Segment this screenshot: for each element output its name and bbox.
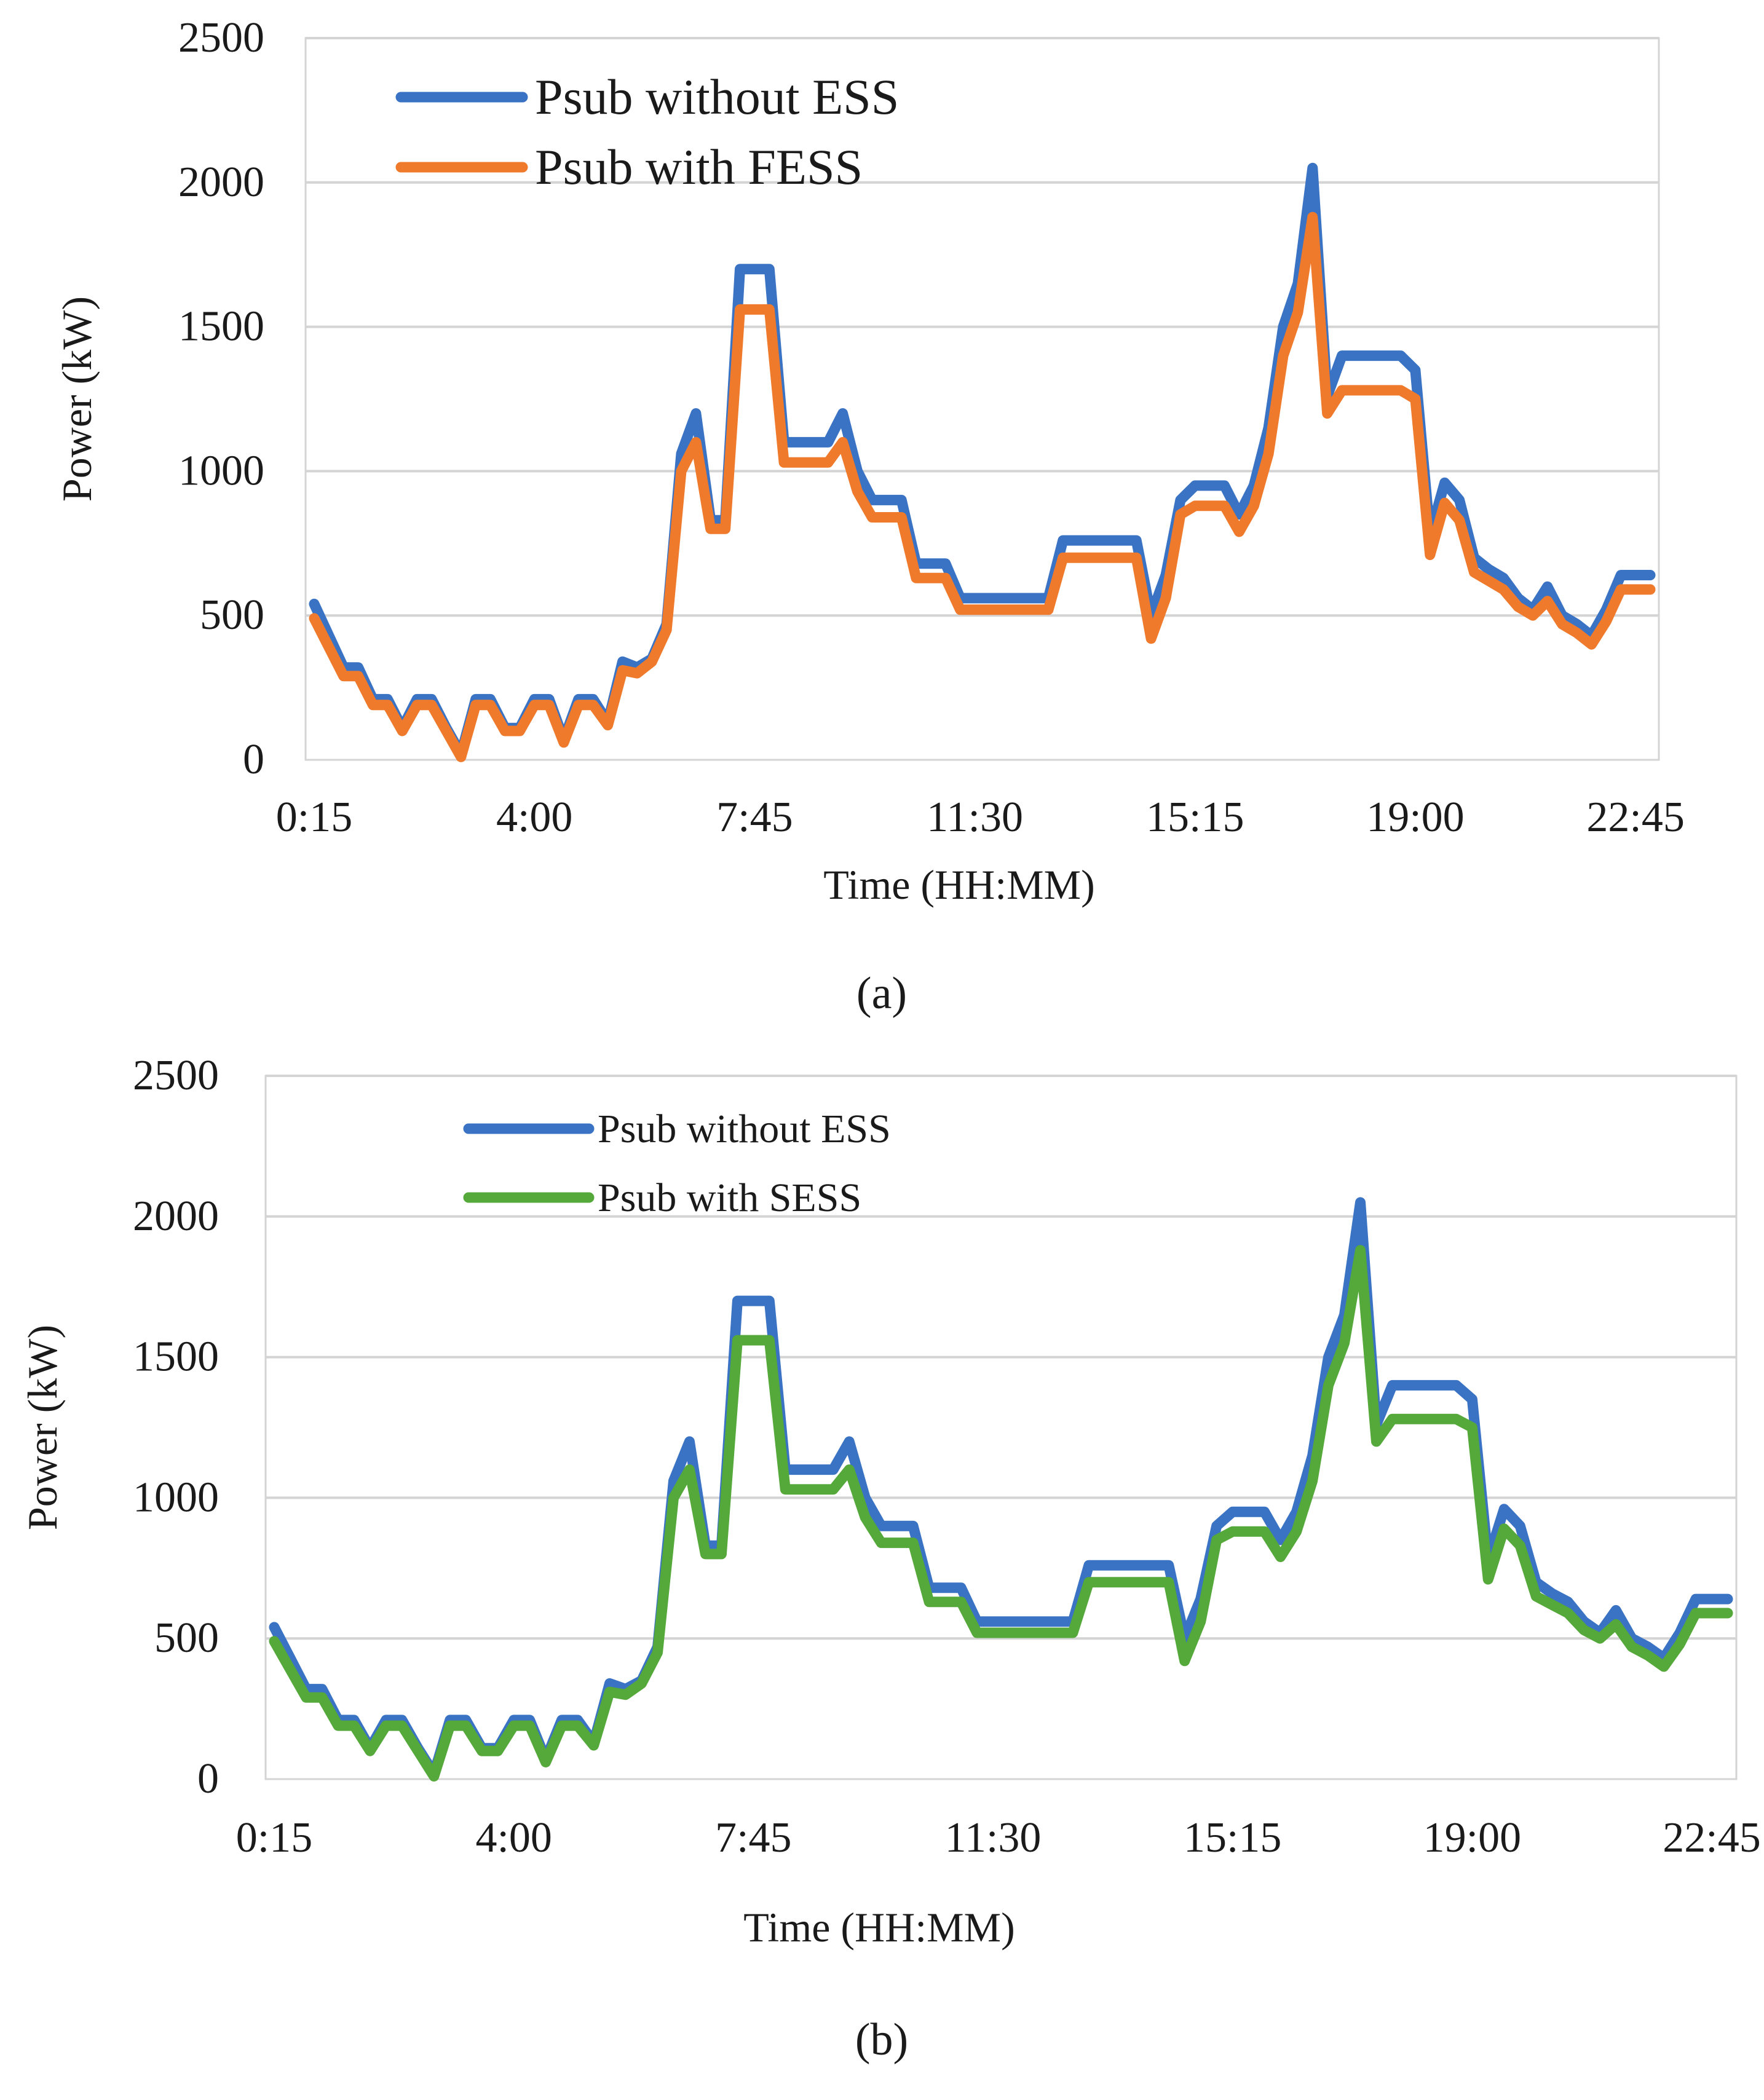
y-tick-label: 1000 bbox=[178, 447, 264, 494]
plot-area bbox=[304, 37, 1660, 761]
y-tick-label: 2000 bbox=[178, 159, 264, 206]
x-tick-label: 4:00 bbox=[496, 794, 572, 841]
legend-entry: Psub without ESS bbox=[598, 1107, 891, 1151]
x-tick-label: 7:45 bbox=[716, 794, 793, 841]
x-tick-label: 22:45 bbox=[1663, 1814, 1760, 1861]
legend-entry: Psub without ESS bbox=[535, 69, 899, 125]
plot-area bbox=[264, 1075, 1738, 1780]
y-tick-label: 1000 bbox=[133, 1474, 219, 1521]
x-tick-label: 15:15 bbox=[1184, 1814, 1281, 1861]
y-tick-label: 0 bbox=[197, 1755, 219, 1802]
series-line-fess bbox=[309, 211, 1656, 762]
x-axis-label: Time (HH:MM) bbox=[823, 861, 1094, 908]
legend-entry: Psub with SESS bbox=[598, 1175, 861, 1220]
y-tick-label: 500 bbox=[154, 1614, 219, 1662]
series-line-sess bbox=[269, 1245, 1733, 1782]
x-tick-label: 0:15 bbox=[236, 1814, 312, 1861]
y-tick-label: 2500 bbox=[178, 14, 264, 61]
x-tick-label: 15:15 bbox=[1146, 794, 1244, 841]
y-tick-label: 2500 bbox=[133, 1052, 219, 1099]
x-tick-label: 22:45 bbox=[1586, 794, 1684, 841]
x-tick-label: 11:30 bbox=[927, 794, 1023, 841]
x-tick-label: 19:00 bbox=[1366, 794, 1464, 841]
panel-label: (b) bbox=[855, 2015, 908, 2065]
y-tick-label: 500 bbox=[200, 591, 264, 639]
chart-panel-b: 0 500 1000 1500 2000 2500 0:15 4:00 7:45 11:30 15:… bbox=[19, 1052, 1761, 2065]
x-tick-label: 11:30 bbox=[945, 1814, 1042, 1861]
y-tick-label: 1500 bbox=[178, 303, 264, 350]
chart-panel-a: 0 500 1000 1500 2000 2500 0:15 4:00 7:45 11:30 15:… bbox=[53, 14, 1685, 1019]
x-tick-label: 4:00 bbox=[475, 1814, 552, 1861]
y-tick-label: 1500 bbox=[133, 1333, 219, 1381]
panel-label: (a) bbox=[856, 968, 907, 1019]
x-tick-label: 7:45 bbox=[715, 1814, 791, 1861]
x-axis-label: Time (HH:MM) bbox=[743, 1904, 1014, 1951]
legend: Psub without ESS Psub with SESS bbox=[463, 1107, 891, 1220]
legend: Psub without ESS Psub with FESS bbox=[395, 69, 899, 195]
x-tick-label: 0:15 bbox=[276, 794, 352, 841]
legend-entry: Psub with FESS bbox=[535, 139, 863, 195]
y-tick-label: 2000 bbox=[133, 1193, 219, 1240]
y-axis-label: Power (kW) bbox=[19, 1325, 66, 1530]
series-line-without-ess bbox=[309, 162, 1656, 760]
x-tick-label: 19:00 bbox=[1423, 1814, 1521, 1861]
y-axis-label: Power (kW) bbox=[53, 296, 100, 502]
series-line-without-ess bbox=[269, 1197, 1733, 1779]
y-tick-label: 0 bbox=[243, 736, 264, 783]
